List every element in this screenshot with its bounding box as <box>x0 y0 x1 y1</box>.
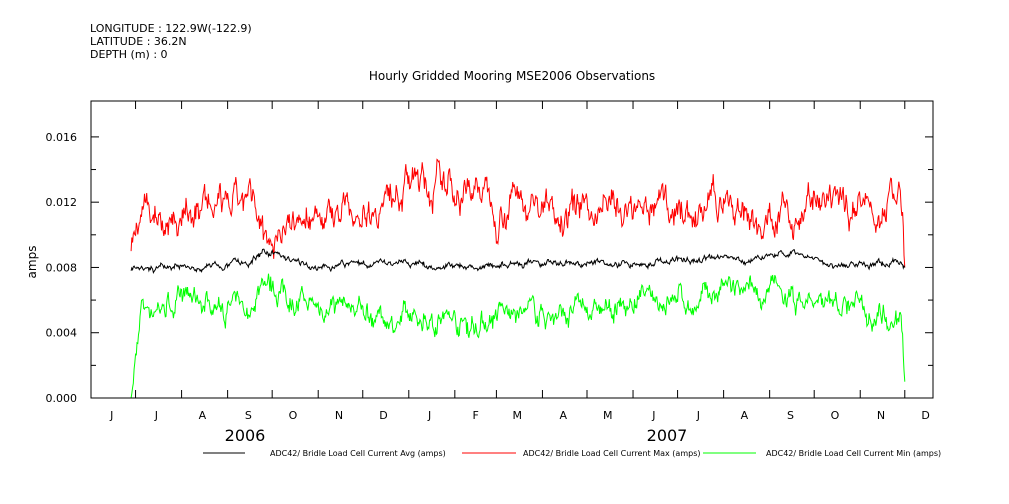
legend: ADC42/ Bridle Load Cell Current Avg (amp… <box>203 449 941 458</box>
legend-label-min: ADC42/ Bridle Load Cell Current Min (amp… <box>766 449 941 458</box>
series-line-avg <box>130 248 906 274</box>
y-tick-label: 0.008 <box>46 261 78 274</box>
y-tick-label: 0.016 <box>46 131 78 144</box>
x-tick-label: J <box>651 409 655 422</box>
y-axis-label: amps <box>25 246 39 279</box>
x-tick-label: S <box>245 409 252 422</box>
year-label-2006: 2006 <box>225 426 266 445</box>
x-tick-label: S <box>787 409 794 422</box>
x-tick-label: J <box>696 409 700 422</box>
y-tick-label: 0.000 <box>46 392 78 405</box>
x-tick-label: O <box>831 409 840 422</box>
x-tick-label: M <box>512 409 522 422</box>
x-tick-label: M <box>603 409 613 422</box>
series-line-min <box>130 273 906 399</box>
x-tick-label: F <box>472 409 478 422</box>
year-label-2007: 2007 <box>647 426 688 445</box>
x-tick-label: J <box>154 409 158 422</box>
x-tick-label: N <box>335 409 343 422</box>
legend-label-avg: ADC42/ Bridle Load Cell Current Avg (amp… <box>270 449 446 458</box>
x-tick-label: J <box>109 409 113 422</box>
x-tick-label: N <box>877 409 885 422</box>
x-tick-label: D <box>379 409 387 422</box>
plot-frame <box>90 100 934 399</box>
x-tick-label: A <box>741 409 749 422</box>
depth-label: DEPTH (m) : 0 <box>90 48 168 61</box>
x-tick-label: A <box>199 409 207 422</box>
x-tick-label: O <box>289 409 298 422</box>
x-tick-label: J <box>427 409 431 422</box>
series-line-max <box>130 158 906 268</box>
x-tick-label: A <box>559 409 567 422</box>
x-tick-label: D <box>921 409 929 422</box>
legend-label-max: ADC42/ Bridle Load Cell Current Max (amp… <box>523 449 701 458</box>
chart-title: Hourly Gridded Mooring MSE2006 Observati… <box>369 69 655 83</box>
longitude-label: LONGITUDE : 122.9W(-122.9) <box>90 22 252 35</box>
y-tick-label: 0.012 <box>46 196 78 209</box>
y-tick-label: 0.004 <box>46 327 78 340</box>
latitude-label: LATITUDE : 36.2N <box>90 35 187 48</box>
